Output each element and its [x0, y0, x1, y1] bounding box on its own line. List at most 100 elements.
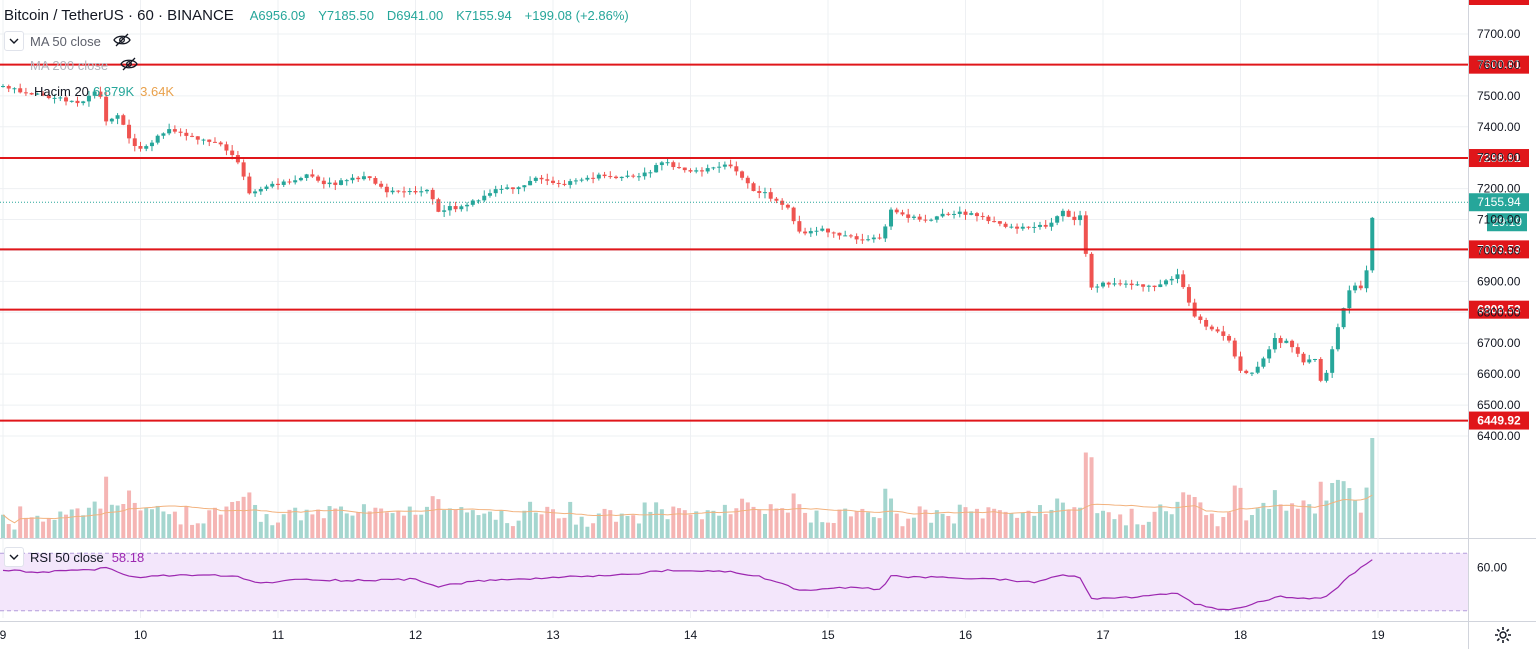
volume-bar	[722, 504, 727, 538]
chevron-down-icon[interactable]	[4, 547, 24, 567]
candle-body	[419, 191, 424, 193]
volume-bar	[573, 524, 578, 538]
candle-body	[826, 228, 830, 233]
y-tick-label: 6800.00	[1477, 305, 1521, 319]
candle-body	[1060, 210, 1065, 217]
volume-bar	[419, 514, 424, 538]
candle-body	[1112, 283, 1117, 285]
rsi-line	[2, 559, 1373, 611]
candle-body	[992, 221, 997, 223]
candle-body	[1215, 329, 1220, 332]
candle-body	[69, 100, 74, 102]
symbol-title[interactable]: Bitcoin / TetherUS · 60 · BINANCE	[4, 7, 234, 24]
candle-body	[1318, 358, 1323, 381]
rsi-value: 58.18	[111, 549, 145, 565]
level-price-label: 7298.91	[1477, 151, 1521, 165]
volume-bar	[92, 501, 97, 538]
volume-bar	[46, 518, 51, 538]
volume-bar	[430, 496, 435, 538]
volume-bar	[642, 502, 647, 538]
candle-body	[997, 221, 1002, 224]
gear-icon[interactable]	[1494, 626, 1512, 644]
volume-bar	[545, 506, 550, 538]
candle-body	[402, 191, 407, 193]
volume-bar	[1341, 481, 1346, 538]
volume-bar	[952, 523, 957, 538]
volume-bar	[1255, 508, 1260, 538]
volume-bar	[1198, 502, 1203, 538]
volume-bar	[579, 516, 584, 538]
volume-bar	[785, 512, 790, 538]
candle-body	[1353, 285, 1358, 291]
volume-bar	[201, 523, 206, 538]
candle-body	[688, 170, 693, 172]
y-tick-label: 6600.00	[1477, 367, 1521, 381]
volume-bar	[803, 512, 808, 538]
volume-bar	[751, 506, 756, 538]
indicator-rsi[interactable]: RSI 50 close 58.18	[4, 547, 144, 567]
level-price-tag	[1469, 149, 1529, 168]
candle-body	[677, 167, 682, 169]
volume-bar	[717, 515, 722, 538]
volume-bar	[1301, 500, 1306, 538]
x-tick-label: 13	[546, 628, 560, 642]
volume-bar	[144, 507, 149, 538]
eye-off-icon[interactable]	[120, 57, 138, 74]
candle-body	[138, 146, 143, 149]
volume-bar	[1238, 487, 1243, 538]
candle-body	[889, 209, 894, 227]
y-tick-label: 7600.00	[1477, 58, 1521, 72]
candle-body	[390, 190, 395, 193]
volume-bar	[1312, 513, 1317, 538]
volume-bar	[636, 523, 641, 538]
candle-body	[1164, 280, 1169, 285]
indicator-volume[interactable]: Hacim 20 6.879K 3.64K	[8, 84, 174, 99]
candle-body	[1083, 215, 1088, 254]
volume-bar	[797, 504, 802, 538]
volume-bar	[207, 510, 212, 538]
indicator-ma200[interactable]: MA 200 close	[30, 57, 138, 74]
volume-bar	[52, 519, 57, 538]
y-tick-label: 7300.00	[1477, 151, 1521, 165]
candle-body	[482, 195, 487, 201]
volume-bar	[321, 518, 326, 538]
chevron-down-icon[interactable]	[4, 31, 24, 51]
volume-bar	[453, 509, 458, 538]
horizontal-levels[interactable]: 7600.81 7298.91 7003.53 6808.53 6449.92 7155.…	[0, 0, 1529, 430]
candle-body	[614, 176, 619, 179]
volume-bar	[929, 522, 934, 538]
volume-bar	[843, 508, 848, 538]
volume-bar	[436, 499, 441, 538]
indicator-ma50[interactable]: MA 50 close	[4, 31, 131, 51]
candle-body	[682, 167, 687, 171]
candle-body	[522, 185, 527, 188]
eye-off-icon[interactable]	[113, 33, 131, 50]
x-tick-label: 17	[1096, 628, 1110, 642]
volume-bar	[648, 511, 653, 538]
candle-body	[762, 192, 767, 194]
volume-bar	[1066, 509, 1071, 538]
candle-body	[797, 221, 802, 232]
volume-bar	[132, 502, 137, 538]
candle-body	[253, 191, 258, 194]
candle-body	[149, 142, 154, 147]
volume-bar	[218, 514, 223, 538]
volume-bar	[934, 510, 939, 538]
volume-bar	[1135, 524, 1140, 538]
candle-body	[642, 172, 647, 177]
volume-bar	[29, 517, 34, 538]
candle-body	[871, 237, 876, 240]
volume-bar	[814, 510, 819, 538]
candle-body	[803, 231, 808, 234]
level-price-tag	[1469, 300, 1529, 319]
volume-bar	[1026, 510, 1031, 538]
candle-body	[1181, 274, 1186, 288]
volume-bar	[883, 488, 888, 538]
candle-body	[545, 179, 550, 181]
candle-body	[155, 135, 160, 143]
candle-body	[356, 177, 361, 180]
volume-bar	[23, 517, 28, 538]
candle-body	[1101, 282, 1105, 287]
volume-bar	[1146, 521, 1151, 538]
